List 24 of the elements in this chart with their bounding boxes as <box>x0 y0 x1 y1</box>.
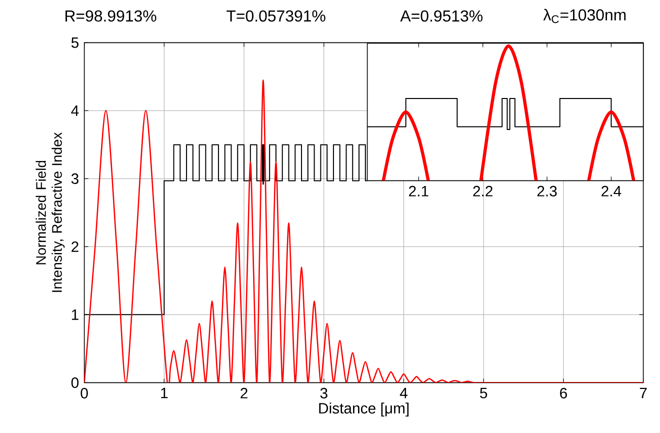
x-tick-label: 7 <box>640 388 647 398</box>
text: λ$_{C}$=1030nm <box>543 8 626 24</box>
x-axis-title: Distance [μm] <box>319 402 409 417</box>
y-tick-label: 3 <box>71 173 78 184</box>
y-axis-title: Normalized Field Intensity, Refractive Index <box>36 132 65 292</box>
x-tick-label: 2.3 <box>537 186 557 196</box>
y-tick-label: 1 <box>72 310 78 320</box>
x-tick-label: 2.2 <box>473 186 492 196</box>
x-tick-label: 6 <box>560 388 567 398</box>
text: T=0.057391% <box>226 10 326 22</box>
x-tick-label: 0 <box>80 388 88 398</box>
x-tick-label: 3 <box>320 388 328 398</box>
text: R=98.9913% <box>66 10 156 22</box>
x-tick-label: 2 <box>240 388 248 398</box>
x-tick-label: 1 <box>161 388 168 398</box>
x-tick-label: 4 <box>400 388 408 398</box>
x-tick-label: 2.4 <box>602 186 622 196</box>
y-tick-label: 2 <box>72 241 78 252</box>
y-tick-label: 0 <box>71 377 79 388</box>
y-tick-label: 4 <box>71 106 79 116</box>
text: A=0.9513% <box>400 10 482 22</box>
x-tick-label: 2.1 <box>409 186 428 196</box>
x-tick-label: 5 <box>480 388 488 398</box>
y-tick-label: 5 <box>71 37 79 48</box>
